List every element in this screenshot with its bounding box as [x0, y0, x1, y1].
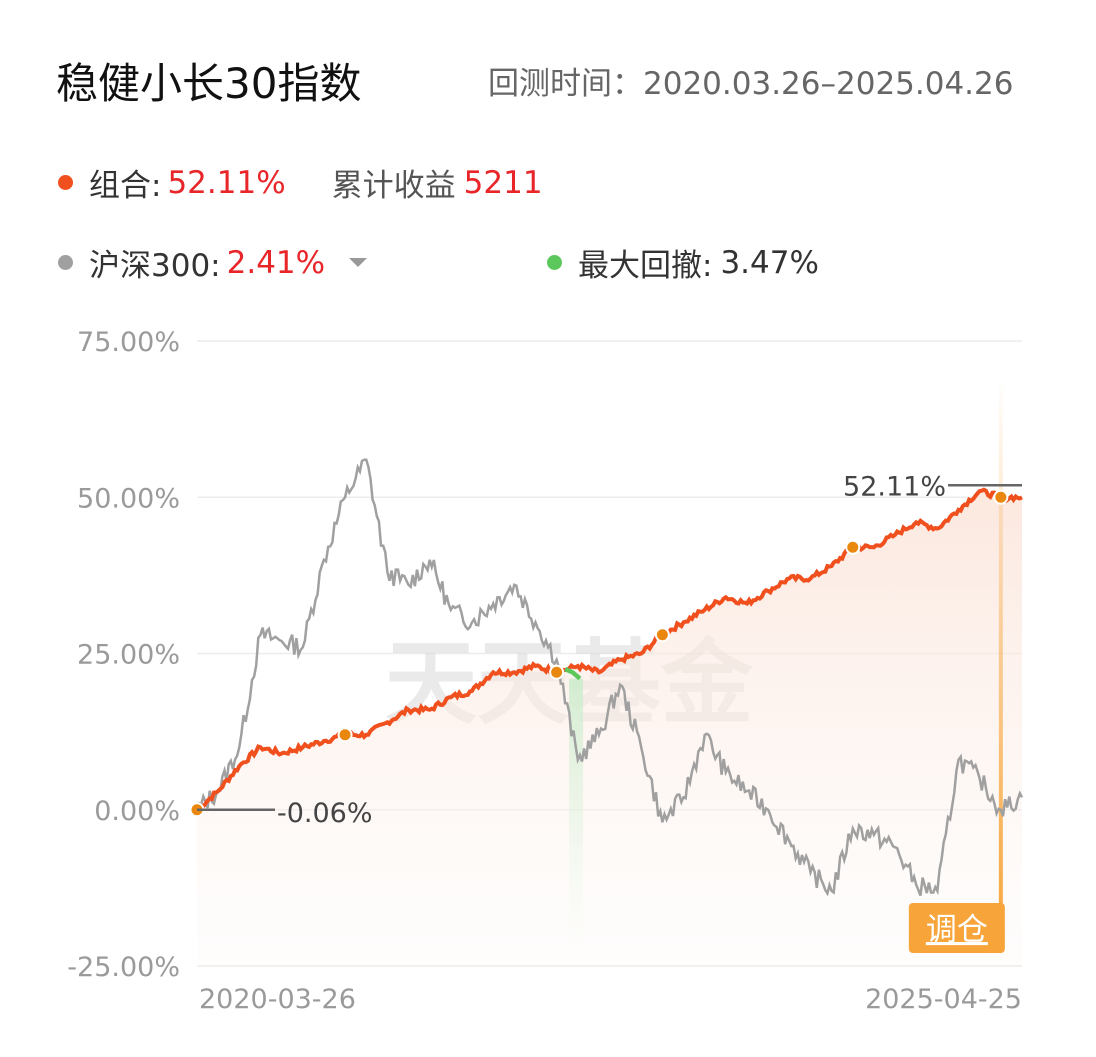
x-tick-label: 2025-04-25 — [865, 984, 1022, 1015]
drawdown-label: 最大回撤: — [578, 248, 713, 284]
performance-chart[interactable]: 75.00%50.00%25.00%0.00%-25.00% 天天基金 -0.0… — [0, 310, 1096, 1030]
x-axis-ticks: 2020-03-26 2025-04-25 — [199, 984, 1022, 1015]
legend-portfolio: 组合: 52.11% 累计收益 5211 — [58, 160, 543, 205]
y-tick-label: 50.00% — [77, 483, 180, 514]
series-line-drawdown — [564, 667, 582, 681]
benchmark-value: 2.41% — [226, 244, 326, 281]
legend-benchmark[interactable]: 沪深300: 2.41% — [58, 240, 368, 285]
rebalance-line — [998, 376, 1003, 936]
y-tick-label: 0.00% — [94, 796, 180, 827]
series-line-benchmark — [195, 458, 1024, 897]
x-tick-label: 2020-03-26 — [199, 984, 356, 1015]
caret-down-icon[interactable] — [349, 258, 368, 267]
y-tick-label: 75.00% — [77, 327, 180, 358]
rebalance-tag[interactable]: 调仓 — [908, 903, 1005, 953]
cumulative-label: 累计收益 — [331, 168, 456, 204]
backtest-period: 回测时间：2020.03.26–2025.04.26 — [488, 66, 1014, 102]
page-title: 稳健小长30指数 — [56, 59, 362, 108]
portfolio-label: 组合: — [89, 168, 162, 204]
drawdown-value: 3.47% — [720, 244, 819, 281]
rebalance-tag-bg[interactable] — [908, 903, 1005, 953]
portfolio-value: 52.11% — [167, 164, 286, 201]
start-annotation: -0.06% — [277, 798, 373, 829]
rebalance-tag-label[interactable]: 调仓 — [926, 912, 988, 948]
rebalance-marker[interactable] — [549, 664, 565, 680]
rebalance-marker[interactable] — [845, 539, 861, 555]
benchmark-label: 沪深300: — [89, 248, 221, 284]
y-tick-label: 25.00% — [77, 640, 180, 671]
series-line-portfolio — [195, 487, 1023, 812]
rebalance-marker[interactable] — [993, 489, 1009, 505]
cumulative-value: 5211 — [463, 164, 543, 201]
rebalance-marker[interactable] — [654, 627, 670, 643]
drawdown-dot-icon — [547, 255, 562, 270]
y-axis-ticks: 75.00% 50.00% 25.00% 0.00% -25.00% — [67, 327, 180, 983]
legend-drawdown: 最大回撤: 3.47% — [547, 240, 819, 285]
end-annotation: 52.11% — [843, 471, 946, 502]
portfolio-area — [197, 489, 1022, 966]
y-tick-label: -25.00% — [67, 952, 180, 983]
benchmark-dot-icon — [58, 255, 73, 270]
portfolio-dot-icon — [58, 175, 73, 190]
drawdown-band — [569, 678, 584, 941]
rebalance-marker[interactable] — [337, 727, 353, 743]
